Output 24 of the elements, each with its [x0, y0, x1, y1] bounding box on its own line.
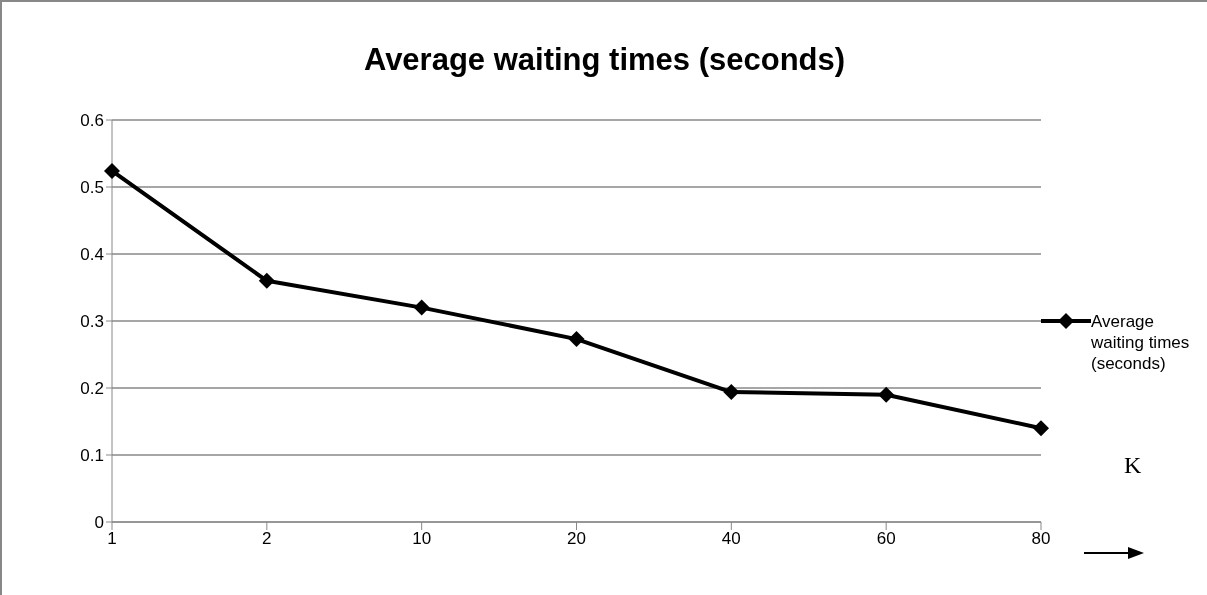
y-tick-label: 0.2 [80, 379, 104, 399]
y-tick-label: 0.6 [80, 111, 104, 131]
y-tick-label: 0.4 [80, 245, 104, 265]
point [258, 272, 275, 289]
y-tick-label: 0.1 [80, 446, 104, 466]
point [878, 386, 895, 403]
x-tick-label: 40 [721, 529, 741, 549]
point [413, 299, 430, 316]
point [723, 384, 740, 401]
point [104, 162, 120, 179]
x-tick-label: 80 [1031, 529, 1051, 549]
chart-title: Average waiting times (seconds) [362, 42, 847, 78]
x-tick-label: 10 [412, 529, 432, 549]
x-tick-label: 20 [567, 529, 586, 549]
y-tick-label: 0.5 [80, 178, 104, 198]
y-tick-label: 0.3 [80, 312, 104, 332]
legend-label: Average waiting times (seconds) [1091, 310, 1191, 374]
x-tick-label: 2 [262, 529, 272, 549]
x-tick-label: 1 [107, 529, 117, 549]
x-tick-label: 60 [876, 529, 896, 549]
point [568, 331, 585, 348]
y-tick-label: 0 [94, 513, 104, 533]
x-axis-title: K [1124, 452, 1142, 479]
point [1033, 420, 1049, 437]
